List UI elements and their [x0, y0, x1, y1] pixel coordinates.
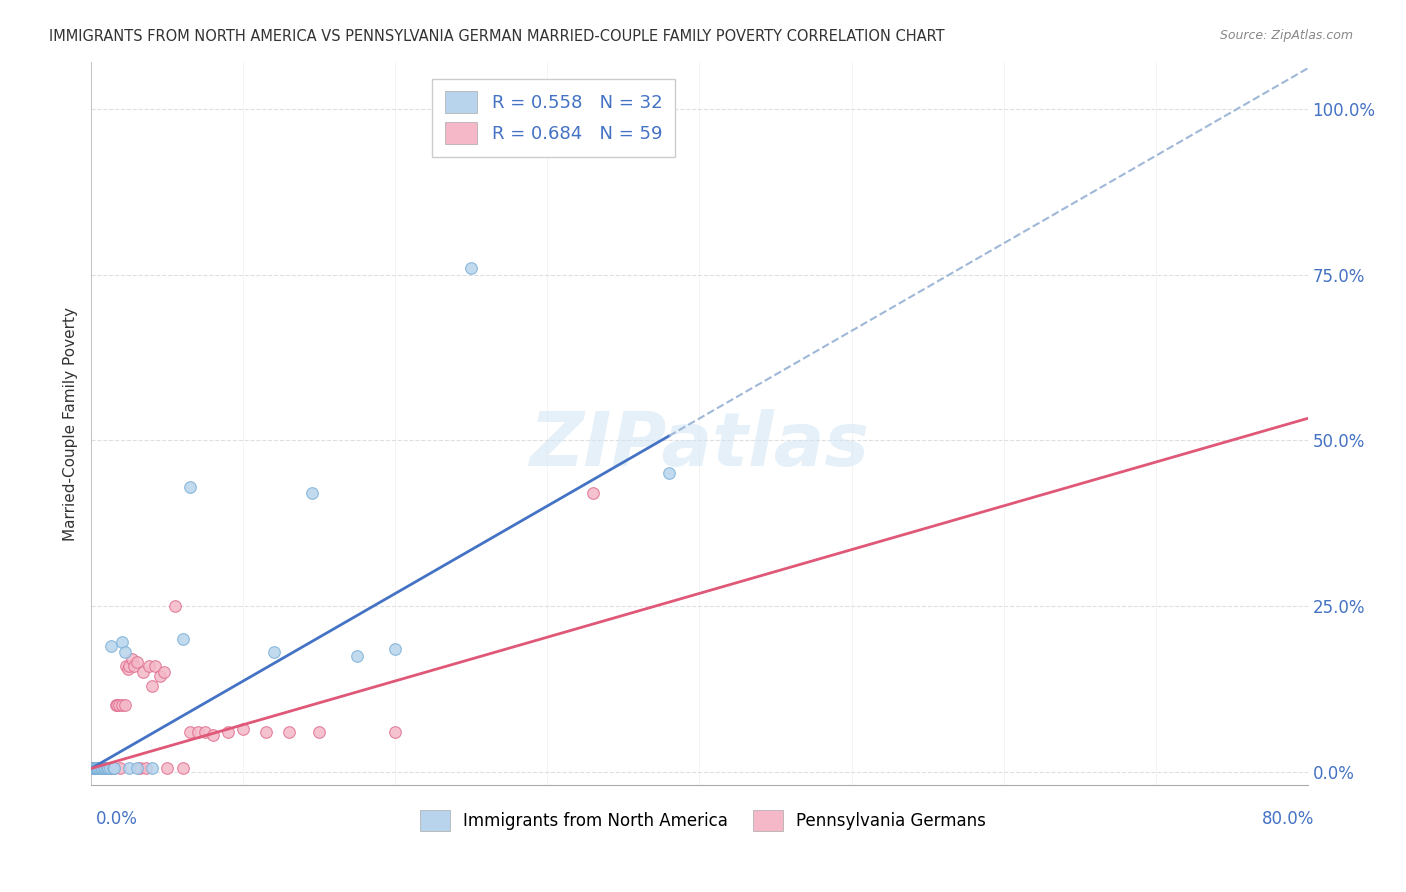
Point [86, 761, 108, 775]
Point [232, 722, 254, 736]
Point [118, 761, 141, 775]
Point [91, 761, 114, 775]
Point [582, 486, 605, 500]
Y-axis label: Married-Couple Family Poverty: Married-Couple Family Poverty [63, 307, 79, 541]
Point [121, 652, 143, 666]
Point [125, 656, 148, 670]
Point [100, 639, 122, 653]
Text: ZIPatlas: ZIPatlas [530, 409, 869, 482]
Point [94, 761, 117, 775]
Point [278, 725, 301, 739]
Point [83, 761, 105, 775]
Point [91, 761, 114, 775]
Point [83, 761, 105, 775]
Point [96, 761, 118, 775]
Point [83, 761, 105, 775]
Point [384, 642, 406, 657]
Legend: R = 0.558   N = 32, R = 0.684   N = 59: R = 0.558 N = 32, R = 0.684 N = 59 [432, 78, 675, 157]
Point [87, 761, 110, 775]
Point [172, 632, 194, 647]
Point [96, 761, 118, 775]
Point [179, 725, 201, 739]
Text: Source: ZipAtlas.com: Source: ZipAtlas.com [1219, 29, 1353, 42]
Point [125, 761, 148, 775]
Point [115, 658, 138, 673]
Point [84, 761, 107, 775]
Point [179, 480, 201, 494]
Point [104, 698, 127, 713]
Point [153, 665, 176, 680]
Point [86, 761, 108, 775]
Point [156, 761, 179, 775]
Point [114, 645, 136, 659]
Point [122, 658, 145, 673]
Point [187, 725, 209, 739]
Point [86, 761, 108, 775]
Point [89, 761, 111, 775]
Point [143, 658, 166, 673]
Point [263, 645, 285, 659]
Point [83, 761, 105, 775]
Point [141, 761, 163, 775]
Point [87, 761, 110, 775]
Point [84, 761, 107, 775]
Text: IMMIGRANTS FROM NORTH AMERICA VS PENNSYLVANIA GERMAN MARRIED-COUPLE FAMILY POVER: IMMIGRANTS FROM NORTH AMERICA VS PENNSYL… [49, 29, 945, 44]
Point [163, 599, 186, 613]
Point [132, 665, 155, 680]
Point [217, 725, 239, 739]
Point [82, 761, 104, 775]
Point [194, 725, 217, 739]
Point [89, 761, 111, 775]
Point [117, 662, 139, 676]
Point [101, 761, 124, 775]
Point [172, 761, 194, 775]
Point [98, 761, 121, 775]
Point [103, 761, 125, 775]
Point [84, 761, 107, 775]
Point [93, 761, 115, 775]
Text: 0.0%: 0.0% [96, 810, 138, 828]
Point [107, 698, 129, 713]
Point [82, 761, 104, 775]
Point [82, 761, 104, 775]
Point [100, 761, 122, 775]
Point [111, 698, 134, 713]
Point [101, 761, 124, 775]
Point [91, 761, 114, 775]
Point [141, 679, 163, 693]
Point [110, 761, 132, 775]
Point [84, 761, 107, 775]
Point [96, 761, 118, 775]
Point [460, 260, 482, 275]
Point [301, 486, 323, 500]
Point [105, 698, 128, 713]
Point [135, 761, 157, 775]
Point [129, 761, 152, 775]
Point [93, 761, 115, 775]
Point [658, 467, 681, 481]
Point [138, 658, 160, 673]
Point [97, 761, 120, 775]
Point [346, 648, 368, 663]
Point [93, 761, 115, 775]
Point [86, 761, 108, 775]
Point [87, 761, 110, 775]
Text: 80.0%: 80.0% [1263, 810, 1315, 828]
Point [98, 761, 121, 775]
Point [114, 698, 136, 713]
Point [94, 761, 117, 775]
Point [97, 761, 120, 775]
Point [103, 761, 125, 775]
Point [202, 728, 225, 742]
Point [89, 761, 111, 775]
Legend: Immigrants from North America, Pennsylvania Germans: Immigrants from North America, Pennsylva… [413, 804, 993, 838]
Point [149, 668, 172, 682]
Point [254, 725, 277, 739]
Point [118, 658, 141, 673]
Point [111, 635, 134, 649]
Point [308, 725, 330, 739]
Point [87, 761, 110, 775]
Point [384, 725, 406, 739]
